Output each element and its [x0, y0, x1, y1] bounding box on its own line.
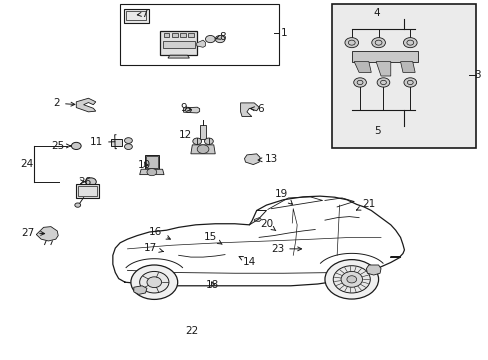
Circle shape — [346, 276, 356, 283]
Circle shape — [71, 142, 81, 149]
Polygon shape — [400, 62, 414, 72]
Text: 27: 27 — [21, 228, 44, 238]
Circle shape — [147, 168, 157, 176]
Circle shape — [124, 144, 132, 149]
Text: 11: 11 — [90, 135, 116, 149]
Text: 6: 6 — [250, 104, 264, 114]
Polygon shape — [190, 145, 215, 154]
Circle shape — [204, 138, 213, 144]
Text: 24: 24 — [20, 159, 33, 169]
Bar — [78, 186, 97, 196]
Text: 20: 20 — [259, 219, 275, 231]
Polygon shape — [351, 51, 417, 62]
Text: 10: 10 — [138, 159, 151, 170]
Bar — [163, 33, 169, 37]
Text: 2: 2 — [53, 98, 75, 108]
Circle shape — [376, 78, 389, 87]
Polygon shape — [167, 55, 189, 58]
Circle shape — [371, 38, 385, 48]
Circle shape — [344, 38, 358, 48]
Text: 19: 19 — [274, 189, 292, 204]
Text: 13: 13 — [258, 154, 277, 164]
Circle shape — [332, 266, 369, 293]
Text: 22: 22 — [185, 326, 198, 336]
Text: 7: 7 — [137, 9, 147, 19]
Bar — [126, 11, 146, 21]
Text: 16: 16 — [149, 227, 170, 239]
Text: 4: 4 — [373, 8, 380, 18]
Circle shape — [205, 36, 215, 42]
Circle shape — [340, 271, 362, 287]
Bar — [180, 33, 185, 37]
Circle shape — [325, 260, 378, 299]
Circle shape — [197, 145, 208, 153]
Polygon shape — [140, 169, 163, 175]
Bar — [199, 126, 206, 139]
Circle shape — [85, 178, 96, 186]
Circle shape — [131, 265, 177, 300]
Bar — [76, 184, 99, 198]
Circle shape — [147, 277, 161, 288]
Polygon shape — [196, 40, 205, 47]
Text: 26: 26 — [78, 177, 91, 187]
Text: 14: 14 — [239, 257, 256, 267]
Polygon shape — [183, 107, 199, 113]
Bar — [163, 41, 194, 48]
Polygon shape — [36, 226, 58, 241]
Bar — [171, 33, 177, 37]
Bar — [188, 33, 194, 37]
Bar — [144, 155, 159, 169]
Bar — [331, 4, 475, 148]
Polygon shape — [254, 218, 261, 222]
Circle shape — [215, 36, 224, 42]
Text: 12: 12 — [179, 130, 192, 140]
Circle shape — [403, 38, 416, 48]
Circle shape — [140, 271, 168, 293]
Polygon shape — [353, 62, 370, 72]
Circle shape — [403, 78, 416, 87]
Text: 3: 3 — [473, 70, 479, 80]
Text: 17: 17 — [144, 243, 163, 253]
Polygon shape — [244, 154, 260, 165]
Text: 25: 25 — [52, 141, 70, 151]
Text: 8: 8 — [216, 32, 225, 41]
Circle shape — [75, 203, 81, 207]
Text: 21: 21 — [356, 199, 375, 210]
Text: 5: 5 — [373, 126, 380, 135]
Bar — [160, 31, 197, 55]
Polygon shape — [366, 265, 380, 275]
Bar — [146, 156, 158, 168]
Circle shape — [124, 138, 132, 143]
Bar — [111, 139, 122, 146]
Bar — [123, 9, 149, 23]
Circle shape — [192, 138, 201, 144]
Polygon shape — [240, 103, 259, 117]
Circle shape — [353, 78, 366, 87]
Text: 9: 9 — [180, 103, 191, 113]
Text: 15: 15 — [203, 232, 222, 244]
Polygon shape — [375, 62, 390, 76]
Polygon shape — [76, 98, 96, 112]
Text: 18: 18 — [206, 280, 219, 290]
Polygon shape — [134, 286, 147, 294]
Text: 23: 23 — [270, 244, 301, 254]
Text: 1: 1 — [281, 28, 287, 38]
Bar — [120, 4, 278, 65]
